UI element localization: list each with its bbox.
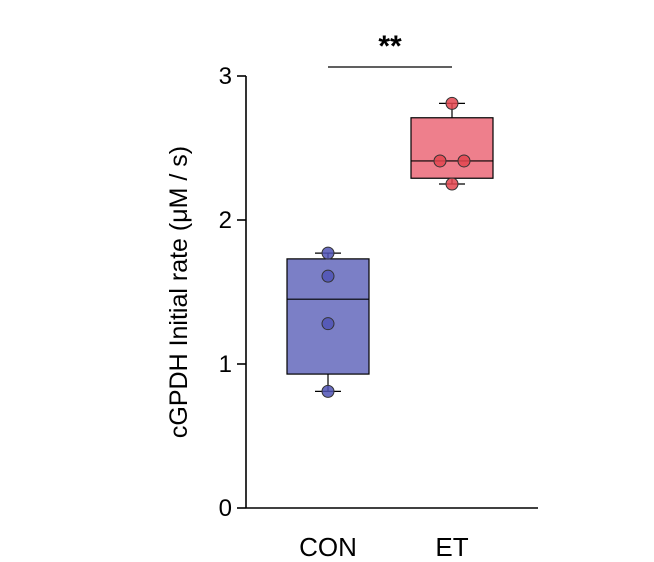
et-data-point — [445, 177, 459, 191]
significance-label: ** — [378, 30, 402, 63]
con-data-point — [321, 384, 335, 398]
y-tick-label: 2 — [219, 207, 232, 234]
et-data-point — [445, 96, 459, 110]
data-points — [321, 96, 471, 398]
boxes — [286, 102, 494, 392]
et-data-point — [457, 154, 471, 168]
significance-annotation: ** — [328, 30, 452, 68]
con-data-point — [321, 317, 335, 331]
x-tick-label-et: ET — [435, 532, 468, 562]
et-data-point — [433, 154, 447, 168]
x-tick-labels: CON ET — [299, 532, 469, 562]
con-data-point — [321, 246, 335, 260]
y-tick-label: 3 — [219, 63, 232, 90]
con-data-point — [321, 269, 335, 283]
axes — [245, 76, 538, 509]
y-tick-label: 1 — [219, 351, 232, 378]
y-ticks: 0 1 2 3 — [219, 63, 246, 522]
y-tick-label: 0 — [219, 495, 232, 522]
x-tick-label-con: CON — [299, 532, 357, 562]
y-axis-title: cGPDH Initial rate (μM / s) — [165, 146, 193, 438]
et-box — [410, 117, 494, 179]
